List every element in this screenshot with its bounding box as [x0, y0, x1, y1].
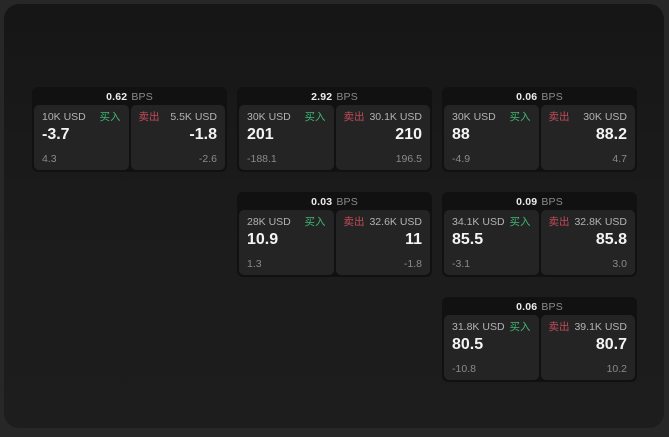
ask-delta: 10.2	[606, 363, 627, 375]
ask-price: 88.2	[595, 126, 627, 143]
bid-delta: -4.9	[452, 153, 471, 165]
buy-tag: 买入	[509, 111, 531, 123]
bid-delta: -10.8	[452, 363, 476, 375]
buy-notional: 31.8K USD	[452, 321, 505, 333]
sell-panel[interactable]: 卖出 5.5K USD -1.8 -2.6	[130, 105, 225, 170]
ask-delta: -2.6	[198, 153, 217, 165]
spread-header: 0.06 BPS	[444, 89, 635, 105]
ask-price: 11	[405, 231, 422, 248]
sell-panel[interactable]: 卖出 30K USD 88.2 4.7	[540, 105, 635, 170]
quote-card: 0.62 BPS 10K USD 买入 -3.7 4.3 卖出 5.5K USD	[32, 87, 227, 172]
bid-price: 10.9	[247, 231, 279, 248]
buy-notional: 28K USD	[247, 216, 291, 228]
buy-panel[interactable]: 10K USD 买入 -3.7 4.3	[34, 105, 129, 170]
sell-tag: 卖出	[343, 111, 365, 123]
ask-price: 85.8	[595, 231, 627, 248]
spread-value: 0.06	[516, 301, 538, 313]
buy-panel[interactable]: 30K USD 买入 88 -4.9	[444, 105, 539, 170]
buy-notional: 30K USD	[452, 111, 496, 123]
buy-tag: 买入	[509, 321, 531, 333]
ask-price: 210	[395, 126, 422, 143]
sell-panel[interactable]: 卖出 30.1K USD 210 196.5	[335, 105, 430, 170]
bid-delta: -3.1	[452, 258, 471, 270]
sell-notional: 5.5K USD	[170, 111, 217, 123]
buy-notional: 34.1K USD	[452, 216, 505, 228]
buy-notional: 10K USD	[42, 111, 86, 123]
bps-unit-label: BPS	[541, 301, 563, 313]
bid-price: 80.5	[452, 336, 484, 353]
sell-notional: 30.1K USD	[369, 111, 422, 123]
buy-tag: 买入	[304, 216, 326, 228]
spread-header: 0.09 BPS	[444, 194, 635, 210]
bps-unit-label: BPS	[336, 196, 358, 208]
quote-card: 0.03 BPS 28K USD 买入 10.9 1.3 卖出 32.6K US…	[237, 192, 432, 277]
quote-card: 2.92 BPS 30K USD 买入 201 -188.1 卖出 30.1K …	[237, 87, 432, 172]
buy-panel[interactable]: 34.1K USD 买入 85.5 -3.1	[444, 210, 539, 275]
bps-unit-label: BPS	[541, 196, 563, 208]
ask-price: 80.7	[595, 336, 627, 353]
sell-tag: 卖出	[548, 111, 570, 123]
buy-panel[interactable]: 28K USD 买入 10.9 1.3	[239, 210, 334, 275]
ask-delta: 3.0	[612, 258, 627, 270]
sell-tag: 卖出	[343, 216, 365, 228]
bid-delta: 1.3	[247, 258, 262, 270]
buy-tag: 买入	[99, 111, 121, 123]
sell-panel[interactable]: 卖出 32.8K USD 85.8 3.0	[540, 210, 635, 275]
quote-card: 0.09 BPS 34.1K USD 买入 85.5 -3.1 卖出 32.8K…	[442, 192, 637, 277]
spread-header: 0.62 BPS	[34, 89, 225, 105]
quote-card: 0.06 BPS 30K USD 买入 88 -4.9 卖出 30K USD	[442, 87, 637, 172]
sell-panel[interactable]: 卖出 32.6K USD 11 -1.8	[335, 210, 430, 275]
buy-notional: 30K USD	[247, 111, 291, 123]
bid-price: 88	[452, 126, 470, 143]
quote-card: 0.06 BPS 31.8K USD 买入 80.5 -10.8 卖出 39.1…	[442, 297, 637, 382]
bps-unit-label: BPS	[131, 91, 153, 103]
ask-price: -1.8	[189, 126, 217, 143]
spread-value: 2.92	[311, 91, 333, 103]
sell-tag: 卖出	[548, 216, 570, 228]
sell-tag: 卖出	[138, 111, 160, 123]
bid-delta: 4.3	[42, 153, 57, 165]
bps-unit-label: BPS	[336, 91, 358, 103]
bps-unit-label: BPS	[541, 91, 563, 103]
spread-value: 0.09	[516, 196, 538, 208]
sell-notional: 39.1K USD	[574, 321, 627, 333]
spread-header: 0.06 BPS	[444, 299, 635, 315]
buy-tag: 买入	[304, 111, 326, 123]
bid-price: 85.5	[452, 231, 484, 248]
ask-delta: 4.7	[612, 153, 627, 165]
buy-tag: 买入	[509, 216, 531, 228]
buy-panel[interactable]: 30K USD 买入 201 -188.1	[239, 105, 334, 170]
sell-tag: 卖出	[548, 321, 570, 333]
buy-panel[interactable]: 31.8K USD 买入 80.5 -10.8	[444, 315, 539, 380]
ask-delta: 196.5	[395, 153, 422, 165]
bid-price: -3.7	[42, 126, 70, 143]
ask-delta: -1.8	[403, 258, 422, 270]
sell-notional: 30K USD	[583, 111, 627, 123]
app-window: 0.62 BPS 10K USD 买入 -3.7 4.3 卖出 5.5K USD	[4, 4, 664, 428]
spread-value: 0.06	[516, 91, 538, 103]
spread-value: 0.62	[106, 91, 128, 103]
sell-notional: 32.8K USD	[574, 216, 627, 228]
spread-header: 0.03 BPS	[239, 194, 430, 210]
spread-value: 0.03	[311, 196, 333, 208]
sell-notional: 32.6K USD	[369, 216, 422, 228]
sell-panel[interactable]: 卖出 39.1K USD 80.7 10.2	[540, 315, 635, 380]
bid-delta: -188.1	[247, 153, 277, 165]
spread-header: 2.92 BPS	[239, 89, 430, 105]
bid-price: 201	[247, 126, 274, 143]
